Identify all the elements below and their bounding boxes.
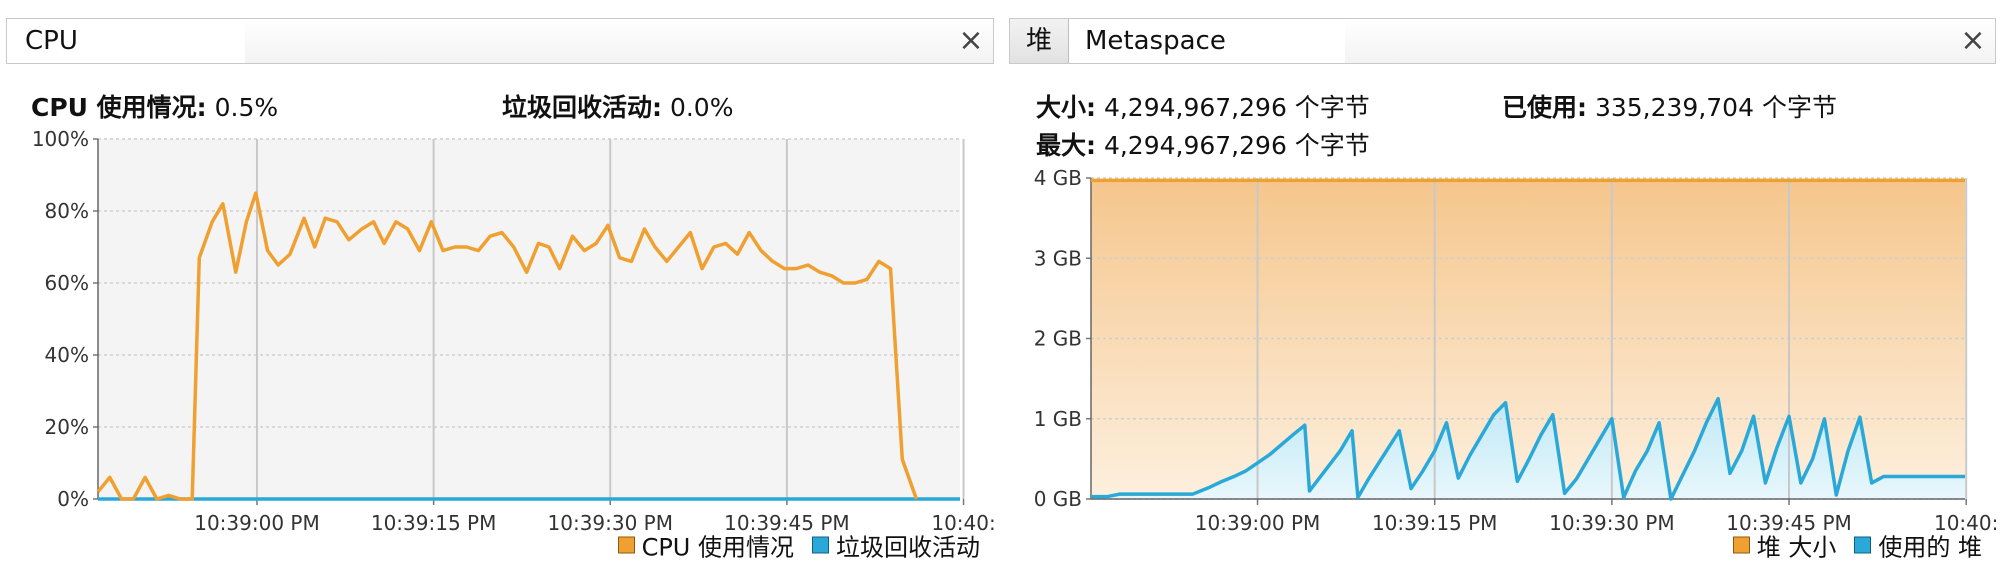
cpu-usage-value: 0.5%	[214, 93, 279, 122]
legend-item-heap-size: 堆 大小	[1732, 528, 1837, 563]
y-tick-label: 3 GB	[1034, 246, 1082, 270]
y-tick-label: 0%	[57, 487, 89, 511]
heap-legend: 堆 大小 使用的 堆	[1715, 528, 1982, 563]
cpu-panel: CPU × CPU 使用情况: 0.5% 垃圾回收活动: 0.0% 0% 20% 4…	[0, 0, 1000, 576]
tab-heap[interactable]: 堆	[1010, 19, 1069, 63]
legend-swatch-gc-activity	[812, 536, 829, 554]
series-fill	[1091, 180, 1965, 499]
legend-item-gc-activity: 垃圾回收活动	[812, 528, 980, 563]
series-line	[96, 191, 919, 501]
heap-size-value: 4,294,967,296 个字节	[1103, 93, 1370, 122]
heap-used-label: 已使用:	[1502, 93, 1587, 122]
legend-label-gc-activity: 垃圾回收活动	[836, 533, 980, 562]
legend-swatch-cpu-usage	[617, 536, 635, 554]
y-tick-label: 40%	[45, 343, 89, 367]
x-tick-label: 10:39:45 PM	[724, 511, 850, 535]
gc-activity-label: 垃圾回收活动:	[502, 93, 662, 122]
heap-max-value: 4,294,967,296 个字节	[1103, 131, 1370, 160]
x-tick-label: 10:39:30 PM	[1549, 511, 1675, 535]
cpu-tab-bar: CPU ×	[6, 18, 994, 64]
heap-usage-chart: 0 GB 1 GB 2 GB 3 GB 4 GB 10:39:00 PM 10:39:15 …	[1034, 166, 1999, 535]
y-tick-label: 1 GB	[1034, 407, 1082, 431]
legend-swatch-heap-used	[1854, 536, 1872, 554]
x-tick-label: 10:39:45 PM	[1726, 511, 1852, 535]
heap-used-readout: 已使用: 335,239,704 个字节	[1502, 88, 1837, 124]
x-tick-label: 10:39:00 PM	[1195, 511, 1321, 535]
heap-tab-bar: 堆 Metaspace ×	[1009, 18, 1996, 64]
heap-size-readout: 大小: 4,294,967,296 个字节	[1036, 88, 1370, 124]
tab-cpu-label: CPU	[25, 26, 78, 56]
series-fill	[1091, 398, 1965, 499]
legend-swatch-heap-size	[1732, 536, 1750, 554]
legend-item-heap-used: 使用的 堆	[1854, 528, 1982, 563]
cpu-legend: CPU 使用情况 垃圾回收活动	[600, 528, 980, 563]
tab-cpu[interactable]: CPU	[7, 19, 245, 63]
legend-label-cpu-usage: CPU 使用情况	[641, 533, 794, 562]
legend-label-heap-used: 使用的 堆	[1878, 533, 1982, 562]
heap-max-readout: 最大: 4,294,967,296 个字节	[1036, 126, 1370, 162]
x-tick-label: 10:40:	[931, 511, 995, 535]
y-tick-label: 2 GB	[1034, 327, 1082, 351]
x-tick-label: 10:39:15 PM	[1372, 511, 1498, 535]
x-tick-label: 10:39:30 PM	[548, 511, 674, 535]
tab-heap-label: 堆	[1025, 26, 1052, 56]
cpu-usage-chart: 0% 20% 40% 60% 80% 100% 10:39:00 PM 10:39:15 PM…	[32, 127, 996, 535]
x-tick-label: 10:40:	[1934, 511, 1998, 535]
legend-item-cpu-usage: CPU 使用情况	[617, 528, 794, 563]
close-icon[interactable]: ×	[1960, 23, 1986, 58]
gc-activity-readout: 垃圾回收活动: 0.0%	[502, 88, 733, 124]
y-tick-label: 0 GB	[1034, 487, 1082, 511]
heap-panel: 堆 Metaspace × 大小: 4,294,967,296 个字节 最大: …	[1003, 0, 2002, 576]
y-tick-label: 80%	[45, 199, 89, 223]
cpu-usage-label: CPU 使用情况:	[31, 93, 207, 122]
heap-size-label: 大小:	[1036, 93, 1096, 122]
y-tick-label: 60%	[45, 271, 89, 295]
y-tick-label: 20%	[45, 415, 89, 439]
x-tick-label: 10:39:15 PM	[371, 511, 497, 535]
close-icon[interactable]: ×	[958, 23, 984, 58]
x-tick-label: 10:39:00 PM	[194, 511, 320, 535]
legend-label-heap-size: 堆 大小	[1756, 533, 1837, 562]
plot-area	[98, 139, 960, 499]
cpu-usage-readout: CPU 使用情况: 0.5%	[31, 88, 278, 124]
y-tick-label: 100%	[32, 127, 89, 151]
heap-max-label: 最大:	[1036, 131, 1096, 160]
tab-metaspace-label: Metaspace	[1085, 26, 1226, 56]
heap-used-value: 335,239,704 个字节	[1594, 93, 1837, 122]
gc-activity-value: 0.0%	[669, 93, 734, 122]
tab-metaspace[interactable]: Metaspace	[1069, 19, 1345, 63]
y-tick-label: 4 GB	[1034, 166, 1082, 190]
series-line	[1091, 396, 1965, 501]
